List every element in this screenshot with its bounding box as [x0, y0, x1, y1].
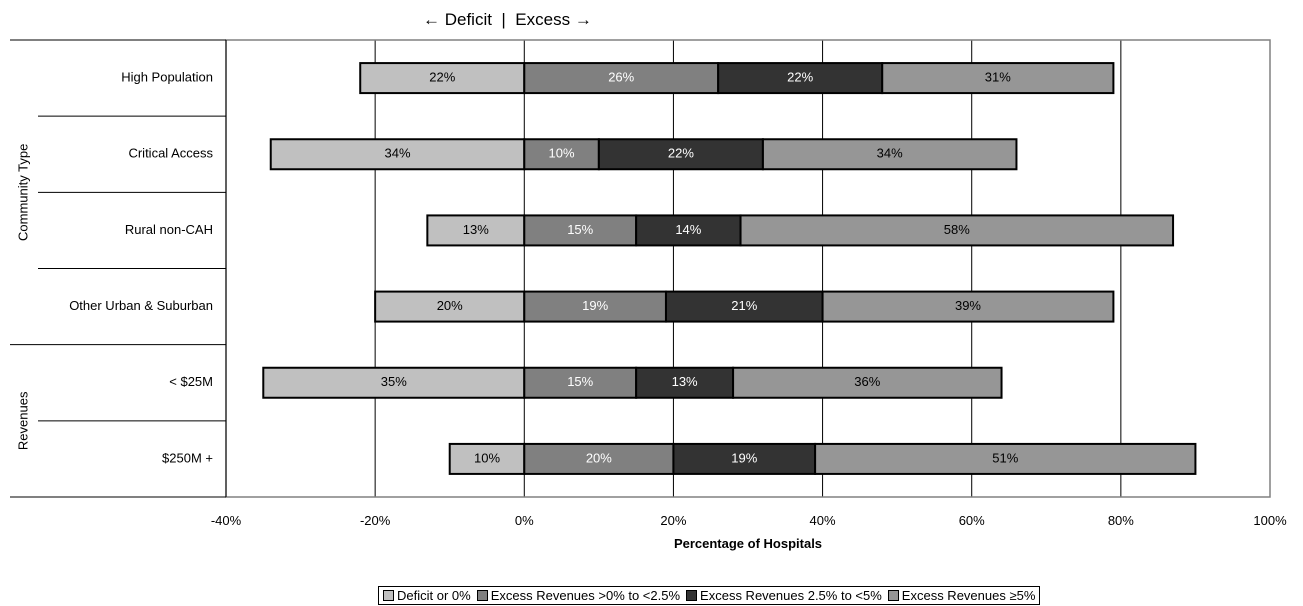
bar-segment: [739, 214, 1175, 247]
chart-header: ← Deficit | Excess →: [423, 10, 592, 30]
data-label: 21%: [731, 298, 757, 313]
bar-segment: [672, 442, 817, 475]
bar-segment: [814, 442, 1197, 475]
legend-swatch: [383, 590, 394, 601]
bar-segment: [426, 214, 526, 247]
category-label: High Population: [121, 70, 213, 85]
legend-item: Excess Revenues >0% to <2.5%: [476, 588, 681, 603]
data-label: 14%: [675, 222, 701, 237]
x-tick-label: 40%: [810, 513, 836, 528]
bar-segment: [881, 62, 1115, 95]
data-label: 19%: [731, 450, 757, 465]
legend-label: Excess Revenues 2.5% to <5%: [700, 588, 882, 603]
legend-label: Excess Revenues >0% to <2.5%: [490, 588, 681, 603]
legend-item: Excess Revenues ≥5%: [887, 588, 1036, 603]
data-label: 39%: [955, 298, 981, 313]
deficit-label: ← Deficit: [423, 10, 492, 29]
x-tick-label: 20%: [660, 513, 686, 528]
legend-swatch: [887, 590, 899, 601]
data-label: 36%: [854, 374, 880, 389]
data-label: 51%: [992, 450, 1018, 465]
bar-segment: [717, 62, 884, 95]
header-separator: |: [501, 10, 506, 29]
data-label: 31%: [985, 70, 1011, 85]
data-label: 26%: [608, 70, 634, 85]
category-label: < $25M: [169, 374, 213, 389]
bar-segment: [664, 290, 824, 323]
bar-segment: [269, 138, 526, 171]
group-label: Revenues: [15, 391, 30, 450]
data-label: 19%: [582, 298, 608, 313]
data-label: 58%: [944, 222, 970, 237]
legend-label: Excess Revenues ≥5%: [901, 588, 1036, 603]
data-label: 15%: [567, 374, 593, 389]
bar-segment: [448, 442, 526, 475]
data-label: 34%: [384, 146, 410, 161]
data-label: 34%: [877, 146, 903, 161]
legend-swatch: [476, 590, 488, 601]
legend-swatch: [686, 590, 698, 601]
bar-segment: [635, 214, 742, 247]
category-label: Rural non-CAH: [125, 222, 213, 237]
category-label: Other Urban & Suburban: [69, 298, 213, 313]
data-label: 15%: [567, 222, 593, 237]
bar-segment: [821, 290, 1115, 323]
chart-legend: Deficit or 0% Excess Revenues >0% to <2.5…: [378, 586, 1041, 605]
category-label: $250M +: [162, 450, 213, 465]
data-label: 10%: [474, 450, 500, 465]
x-axis-title: Percentage of Hospitals: [674, 536, 822, 551]
x-tick-label: 100%: [1253, 513, 1287, 528]
x-tick-label: 0%: [515, 513, 534, 528]
bar-segment: [523, 442, 675, 475]
data-label: 20%: [437, 298, 463, 313]
x-tick-label: -40%: [211, 513, 242, 528]
x-tick-label: 80%: [1108, 513, 1134, 528]
legend-label: Deficit or 0%: [397, 588, 471, 603]
data-label: 13%: [672, 374, 698, 389]
x-tick-label: 60%: [959, 513, 985, 528]
data-label: 13%: [463, 222, 489, 237]
x-tick-label: -20%: [360, 513, 391, 528]
stacked-bar-chart: Community Type Revenues High Population Cri…: [10, 39, 1287, 551]
category-label: Critical Access: [128, 146, 213, 161]
bar-segment: [523, 290, 667, 323]
data-label: 35%: [381, 374, 407, 389]
data-label: 22%: [787, 70, 813, 85]
excess-label: Excess →: [515, 10, 592, 29]
bar-segment: [761, 138, 1018, 171]
group-label: Community Type: [15, 144, 30, 241]
data-label: 10%: [549, 146, 575, 161]
legend-item: Excess Revenues 2.5% to <5%: [686, 588, 882, 603]
legend-item: Deficit or 0%: [383, 588, 471, 603]
bar-segment: [523, 138, 600, 171]
data-label: 22%: [429, 70, 455, 85]
data-label: 22%: [668, 146, 694, 161]
bar-segment: [262, 366, 526, 399]
bar-segment: [635, 366, 735, 399]
bar-segment: [732, 366, 1003, 399]
data-label: 20%: [586, 450, 612, 465]
plot-area-border: [225, 39, 1271, 498]
bar-segment: [374, 290, 526, 323]
bar-segment: [523, 214, 638, 247]
